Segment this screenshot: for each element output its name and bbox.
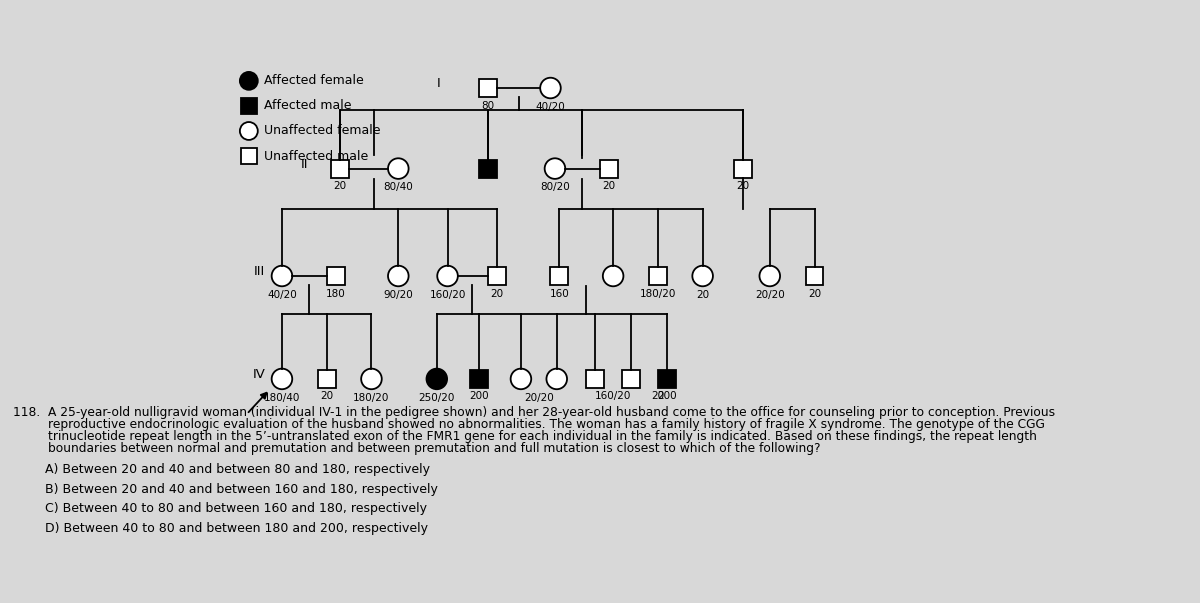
Text: 40/20: 40/20 xyxy=(535,102,565,112)
Text: Unaffected female: Unaffected female xyxy=(264,124,380,137)
Circle shape xyxy=(271,368,293,389)
Text: III: III xyxy=(254,265,265,278)
Bar xyxy=(734,160,752,177)
Text: 20: 20 xyxy=(737,181,750,191)
Text: 20: 20 xyxy=(334,181,347,191)
Text: 90/20: 90/20 xyxy=(384,290,413,300)
Text: 250/20: 250/20 xyxy=(419,393,455,403)
Text: 180/20: 180/20 xyxy=(353,393,390,403)
Circle shape xyxy=(540,78,560,98)
Bar xyxy=(241,148,257,164)
Bar xyxy=(318,370,336,388)
Text: 20: 20 xyxy=(808,288,821,298)
Circle shape xyxy=(361,368,382,389)
Bar xyxy=(649,267,667,285)
Bar xyxy=(587,370,604,388)
Text: Unaffected male: Unaffected male xyxy=(264,150,368,163)
Bar xyxy=(600,160,618,177)
Text: boundaries between normal and premutation and between premutation and full mutat: boundaries between normal and premutatio… xyxy=(48,442,821,455)
Text: trinucleotide repeat length in the 5’-untranslated exon of the FMR1 gene for eac: trinucleotide repeat length in the 5’-un… xyxy=(48,430,1037,443)
Bar xyxy=(479,160,497,177)
Text: 160/20: 160/20 xyxy=(595,391,631,402)
Text: 20: 20 xyxy=(652,391,665,402)
Bar xyxy=(479,79,497,97)
Text: 20: 20 xyxy=(696,290,709,300)
Text: 20/20: 20/20 xyxy=(524,393,553,403)
Text: 160: 160 xyxy=(550,288,569,298)
Text: 180/20: 180/20 xyxy=(640,288,676,298)
Bar xyxy=(326,267,344,285)
Circle shape xyxy=(602,266,624,286)
Text: 80/40: 80/40 xyxy=(384,183,413,192)
Bar xyxy=(241,98,257,114)
Text: IV: IV xyxy=(253,368,266,381)
Circle shape xyxy=(240,72,258,90)
Circle shape xyxy=(426,368,448,389)
Text: 160/20: 160/20 xyxy=(430,290,466,300)
Text: C) Between 40 to 80 and between 160 and 180, respectively: C) Between 40 to 80 and between 160 and … xyxy=(44,502,427,516)
Circle shape xyxy=(692,266,713,286)
Text: A) Between 20 and 40 and between 80 and 180, respectively: A) Between 20 and 40 and between 80 and … xyxy=(44,463,430,476)
Circle shape xyxy=(511,368,532,389)
Text: II: II xyxy=(300,157,308,171)
Circle shape xyxy=(388,266,409,286)
Text: 200: 200 xyxy=(469,391,488,402)
Text: reproductive endocrinologic evaluation of the husband showed no abnormalities. T: reproductive endocrinologic evaluation o… xyxy=(48,418,1045,431)
Bar xyxy=(551,267,569,285)
Text: D) Between 40 to 80 and between 180 and 200, respectively: D) Between 40 to 80 and between 180 and … xyxy=(44,522,427,535)
Bar xyxy=(470,370,488,388)
Circle shape xyxy=(271,266,293,286)
Text: 80/20: 80/20 xyxy=(540,183,570,192)
Text: 20: 20 xyxy=(320,391,334,402)
Text: 20: 20 xyxy=(491,288,503,298)
Bar xyxy=(622,370,640,388)
Text: 200: 200 xyxy=(658,391,677,402)
Circle shape xyxy=(437,266,458,286)
Text: 180/40: 180/40 xyxy=(264,393,300,403)
Circle shape xyxy=(240,122,258,140)
Text: 20/20: 20/20 xyxy=(755,290,785,300)
Text: B) Between 20 and 40 and between 160 and 180, respectively: B) Between 20 and 40 and between 160 and… xyxy=(44,483,438,496)
Circle shape xyxy=(545,158,565,179)
Text: 118.  A 25-year-old nulligravid woman (individual IV-1 in the pedigree shown) an: 118. A 25-year-old nulligravid woman (in… xyxy=(12,406,1055,418)
Bar xyxy=(805,267,823,285)
Bar xyxy=(331,160,349,177)
Text: Affected female: Affected female xyxy=(264,74,364,87)
Bar xyxy=(488,267,505,285)
Circle shape xyxy=(546,368,568,389)
Text: I: I xyxy=(437,77,440,90)
Text: 40/20: 40/20 xyxy=(268,290,296,300)
Circle shape xyxy=(388,158,409,179)
Circle shape xyxy=(760,266,780,286)
Text: 20: 20 xyxy=(602,181,616,191)
Text: 80: 80 xyxy=(481,101,494,110)
Bar xyxy=(658,370,676,388)
Text: 180: 180 xyxy=(325,288,346,298)
Text: Affected male: Affected male xyxy=(264,99,352,112)
